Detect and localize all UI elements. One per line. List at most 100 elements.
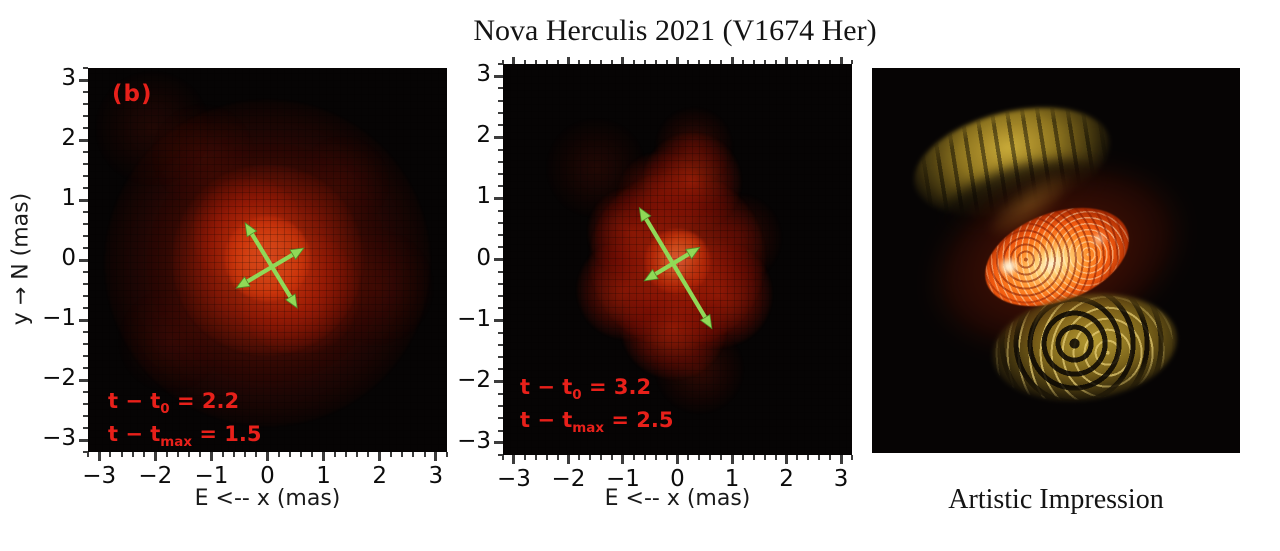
axis-tick bbox=[687, 60, 690, 64]
tick-label: 0 bbox=[476, 244, 491, 271]
axis-tick bbox=[221, 452, 224, 457]
axis-tick bbox=[83, 235, 88, 237]
axis-tick bbox=[209, 452, 213, 461]
expansion-arrow bbox=[242, 250, 298, 286]
axis-tick bbox=[807, 455, 810, 460]
axis-tick bbox=[818, 60, 821, 64]
axis-tick bbox=[498, 356, 503, 359]
tick-label: 1 bbox=[724, 466, 740, 492]
panel-label: (b) bbox=[112, 81, 153, 107]
axis-tick bbox=[498, 429, 503, 432]
epoch-annotations: t − t0 = 3.2 t − tmax = 2.5 bbox=[520, 375, 673, 441]
tick-label: −3 bbox=[457, 427, 491, 454]
tick-label: 0 bbox=[260, 463, 275, 489]
axis-tick bbox=[498, 87, 503, 90]
tick-label: −3 bbox=[496, 466, 531, 492]
axis-tick bbox=[534, 60, 537, 64]
axis-tick bbox=[356, 452, 359, 457]
axis-tick bbox=[498, 246, 503, 249]
axis-tick bbox=[498, 63, 503, 65]
axis-tick bbox=[389, 452, 392, 457]
axis-tick bbox=[494, 135, 503, 139]
axis-tick bbox=[643, 60, 646, 64]
axis-tick bbox=[829, 60, 832, 64]
axis-tick bbox=[796, 60, 799, 64]
tick-label: 2 bbox=[372, 463, 387, 489]
arrowhead bbox=[285, 293, 298, 309]
axis-tick bbox=[83, 67, 88, 69]
annotation-text: t − t bbox=[520, 408, 573, 433]
axis-tick bbox=[730, 57, 734, 64]
axis-tick bbox=[83, 415, 88, 417]
axis-tick bbox=[83, 223, 88, 225]
axis-tick bbox=[83, 211, 88, 213]
axis-tick bbox=[698, 455, 701, 460]
axis-tick bbox=[556, 455, 559, 460]
tick-label: −1 bbox=[457, 305, 491, 332]
axis-tick bbox=[698, 60, 701, 64]
axis-tick bbox=[498, 111, 503, 114]
annotation-text: = 1.5 bbox=[192, 422, 262, 447]
axis-tick bbox=[165, 452, 168, 457]
axis-tick bbox=[367, 452, 370, 457]
axis-tick bbox=[498, 160, 503, 163]
axis-tick bbox=[288, 452, 291, 457]
axis-tick bbox=[839, 57, 843, 64]
axis-tick bbox=[807, 60, 810, 64]
axis-tick bbox=[785, 455, 789, 464]
axis-tick bbox=[79, 138, 88, 142]
axis-tick bbox=[709, 60, 712, 64]
axis-tick bbox=[654, 455, 657, 460]
axis-tick bbox=[232, 452, 235, 457]
axis-tick bbox=[79, 318, 88, 322]
axis-tick bbox=[498, 392, 503, 395]
axis-tick bbox=[498, 185, 503, 188]
arrowhead bbox=[685, 246, 701, 260]
axis-tick bbox=[498, 221, 503, 224]
axis-tick bbox=[523, 60, 526, 64]
tick-label: −2 bbox=[138, 463, 173, 489]
axis-tick bbox=[83, 367, 88, 369]
axis-tick bbox=[752, 455, 755, 460]
axis-tick bbox=[199, 452, 202, 457]
tick-label: 1 bbox=[61, 185, 76, 211]
axis-tick bbox=[79, 438, 88, 442]
expansion-arrow bbox=[642, 214, 710, 322]
annotation-subscript: max bbox=[572, 421, 605, 437]
axis-tick bbox=[494, 319, 503, 323]
axis-tick bbox=[752, 60, 755, 64]
axis-tick bbox=[774, 60, 777, 64]
axis-tick bbox=[774, 455, 777, 460]
annotation-text: = 2.5 bbox=[604, 408, 674, 433]
tick-label: −2 bbox=[457, 366, 491, 393]
axis-tick bbox=[83, 295, 88, 297]
axis-tick bbox=[643, 455, 646, 460]
axis-tick bbox=[345, 452, 348, 457]
bright-knot bbox=[998, 259, 1020, 274]
axis-tick bbox=[709, 455, 712, 460]
tick-label: −1 bbox=[606, 466, 640, 492]
tick-label: −3 bbox=[82, 463, 117, 489]
axis-tick bbox=[109, 452, 112, 457]
axis-tick bbox=[498, 344, 503, 347]
axis-tick bbox=[545, 455, 548, 460]
axis-tick bbox=[796, 455, 799, 460]
axis-tick bbox=[654, 60, 657, 64]
tick-label: 0 bbox=[61, 245, 76, 271]
expansion-arrows-overlay bbox=[235, 221, 305, 309]
epoch-annotation-line: t − tmax = 1.5 bbox=[108, 422, 261, 452]
axis-tick bbox=[498, 209, 503, 212]
axis-tick bbox=[621, 455, 625, 464]
axis-tick bbox=[83, 175, 88, 177]
axis-tick bbox=[446, 452, 448, 457]
axis-tick bbox=[255, 452, 258, 457]
tick-label: −1 bbox=[194, 463, 229, 489]
tick-label: 2 bbox=[779, 466, 794, 492]
axis-tick bbox=[534, 455, 537, 460]
arrowhead bbox=[244, 221, 258, 238]
axis-tick bbox=[83, 247, 88, 249]
axis-tick bbox=[494, 74, 503, 78]
tick-label: 2 bbox=[61, 125, 76, 151]
annotation-text: t − t bbox=[520, 375, 573, 399]
axis-tick bbox=[434, 452, 438, 461]
